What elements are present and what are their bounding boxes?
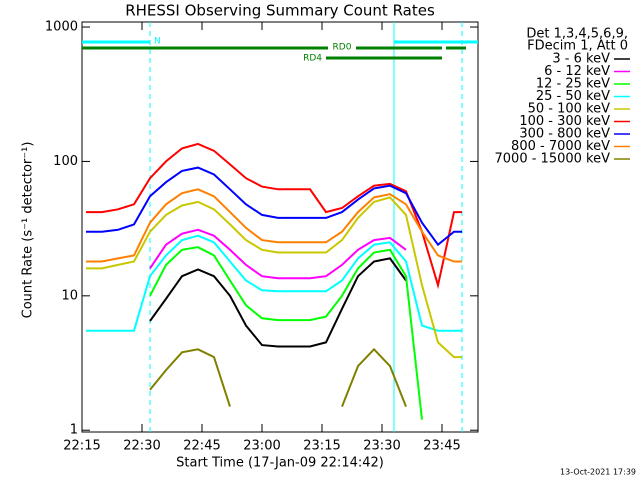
label-bg [328,43,356,53]
legend-label: 3 - 6 keV [552,52,610,67]
series-line [86,142,462,290]
x-tick-label: 23:45 [423,439,460,454]
y-tick-label: 1000 [45,20,78,35]
legend-label: 50 - 100 keV [528,102,611,117]
x-tick-label: 23:15 [303,439,340,454]
series-line [149,246,423,420]
y-tick-label: 100 [53,154,78,169]
series-line [149,347,407,407]
timestamp: 13-Oct-2021 17:39 [560,468,636,477]
y-axis-label: Count Rate (s⁻¹ detector⁻¹) [21,142,36,319]
series-line [86,234,462,332]
x-axis-label: Start Time (17-Jan-09 22:14:42) [176,456,384,471]
series-line [149,257,407,348]
plot-frame [81,21,479,433]
series-line [86,188,462,263]
legend-label: 7000 - 15000 keV [495,152,611,167]
flag-label: RD4 [303,54,322,64]
legend-header: FDecim 1, Att 0 [527,39,628,54]
x-tick-label: 23:30 [363,439,400,454]
flag-label: RD0 [333,43,352,53]
y-tick-label: 1 [70,423,78,438]
x-tick-label: 22:30 [123,439,160,454]
legend-header: Det 1,3,4,5,6,9, [526,27,628,42]
legend-label: 300 - 800 keV [519,127,610,142]
flag-label: N [154,37,161,47]
chart-title: RHESSI Observing Summary Count Rates [125,2,435,20]
legend-label: 100 - 300 keV [519,114,610,129]
x-tick-label: 22:45 [183,439,220,454]
series-line [86,196,462,359]
legend-label: 25 - 50 keV [536,89,610,104]
series-line [149,228,407,280]
legend-label: 6 - 12 keV [544,64,610,79]
x-tick-label: 23:00 [243,439,280,454]
legend-label: 12 - 25 keV [536,77,610,92]
y-tick-label: 10 [61,288,78,303]
series-line [86,166,462,247]
legend-label: 800 - 7000 keV [511,139,610,154]
x-tick-label: 22:15 [63,439,100,454]
